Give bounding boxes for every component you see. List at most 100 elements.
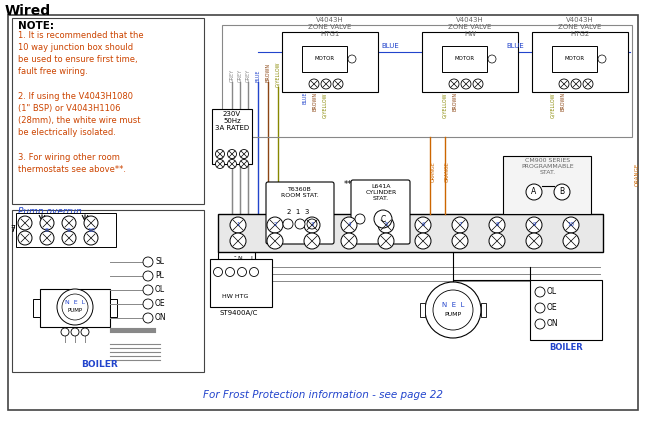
Text: MOTOR: MOTOR xyxy=(565,57,585,62)
Text: G/YELLOW: G/YELLOW xyxy=(276,62,281,87)
Bar xyxy=(222,25,632,137)
Text: ORANGE: ORANGE xyxy=(635,162,639,186)
Circle shape xyxy=(374,210,392,228)
Text: BLUE: BLUE xyxy=(303,92,307,105)
Circle shape xyxy=(304,233,320,249)
Text: MOTOR: MOTOR xyxy=(315,57,335,62)
Circle shape xyxy=(309,79,319,89)
Bar xyxy=(16,213,116,247)
Text: 8: 8 xyxy=(45,227,49,233)
Circle shape xyxy=(415,217,431,233)
Circle shape xyxy=(348,55,356,63)
Bar xyxy=(503,156,591,214)
Circle shape xyxy=(563,217,579,233)
Circle shape xyxy=(295,219,305,229)
Circle shape xyxy=(583,79,593,89)
Bar xyxy=(212,109,252,164)
Circle shape xyxy=(526,217,542,233)
Circle shape xyxy=(526,233,542,249)
Circle shape xyxy=(267,217,283,233)
Circle shape xyxy=(461,79,471,89)
Bar xyxy=(110,299,117,317)
Text: BOILER: BOILER xyxy=(82,360,118,369)
Circle shape xyxy=(228,149,237,159)
Text: 6: 6 xyxy=(421,222,424,227)
Circle shape xyxy=(563,233,579,249)
Circle shape xyxy=(71,328,79,336)
Circle shape xyxy=(143,285,153,295)
Bar xyxy=(218,214,603,252)
Circle shape xyxy=(535,287,545,297)
Text: 2  1  3: 2 1 3 xyxy=(287,209,309,215)
Text: 230V
50Hz
3A RATED: 230V 50Hz 3A RATED xyxy=(215,111,249,131)
Text: 8: 8 xyxy=(495,222,499,227)
Text: MOTOR: MOTOR xyxy=(455,57,475,62)
Text: BROWN: BROWN xyxy=(560,92,565,111)
Circle shape xyxy=(449,79,459,89)
Text: GREY: GREY xyxy=(230,69,234,82)
Bar xyxy=(268,184,332,242)
Text: Pump overrun: Pump overrun xyxy=(18,207,82,216)
Circle shape xyxy=(18,216,32,230)
Text: L641A
CYLINDER
STAT.: L641A CYLINDER STAT. xyxy=(366,184,397,200)
Circle shape xyxy=(415,233,431,249)
FancyBboxPatch shape xyxy=(266,182,334,244)
Text: 9: 9 xyxy=(532,222,536,227)
Circle shape xyxy=(425,282,481,338)
Bar xyxy=(422,32,518,92)
Bar xyxy=(282,32,378,92)
Bar xyxy=(12,18,204,204)
Text: OE: OE xyxy=(155,300,166,308)
Circle shape xyxy=(598,55,606,63)
Text: BROWN: BROWN xyxy=(265,63,270,82)
Text: V4043H
ZONE VALVE
HTG2: V4043H ZONE VALVE HTG2 xyxy=(558,17,602,37)
Text: CM900 SERIES
PROGRAMMABLE
STAT.: CM900 SERIES PROGRAMMABLE STAT. xyxy=(521,158,575,175)
Circle shape xyxy=(535,319,545,329)
Circle shape xyxy=(307,219,317,229)
Text: BLUE: BLUE xyxy=(256,70,261,82)
Text: GREY: GREY xyxy=(245,69,250,82)
Circle shape xyxy=(250,268,259,276)
Circle shape xyxy=(62,231,76,245)
Text: NOTE:: NOTE: xyxy=(18,21,54,31)
FancyBboxPatch shape xyxy=(351,180,410,244)
Text: 4: 4 xyxy=(347,222,351,227)
Circle shape xyxy=(62,216,76,230)
Text: ON: ON xyxy=(155,314,167,322)
Circle shape xyxy=(84,216,98,230)
Circle shape xyxy=(571,79,581,89)
Text: HW HTG: HW HTG xyxy=(222,295,248,300)
Text: BROWN: BROWN xyxy=(452,92,457,111)
Circle shape xyxy=(378,233,394,249)
Text: N  E  L: N E L xyxy=(65,300,85,306)
Text: ST9400A/C: ST9400A/C xyxy=(220,310,258,316)
Circle shape xyxy=(143,257,153,267)
Circle shape xyxy=(84,231,98,245)
Text: V4043H
ZONE VALVE
HW: V4043H ZONE VALVE HW xyxy=(448,17,492,37)
Circle shape xyxy=(61,328,69,336)
Text: L: L xyxy=(250,256,254,261)
Circle shape xyxy=(433,290,473,330)
Text: G/YELLOW: G/YELLOW xyxy=(443,92,448,117)
Circle shape xyxy=(215,160,225,168)
Text: E: E xyxy=(242,154,247,160)
Text: 1: 1 xyxy=(236,222,240,227)
Text: ON: ON xyxy=(547,319,558,328)
Text: G/YELLOW: G/YELLOW xyxy=(551,92,556,117)
Text: 1. It is recommended that the
10 way junction box should
be used to ensure first: 1. It is recommended that the 10 way jun… xyxy=(18,31,144,173)
Text: 10: 10 xyxy=(567,222,575,227)
Bar xyxy=(40,289,110,327)
Text: **: ** xyxy=(344,179,352,189)
Circle shape xyxy=(452,217,468,233)
Circle shape xyxy=(18,231,32,245)
Text: OL: OL xyxy=(155,286,165,295)
Circle shape xyxy=(143,271,153,281)
Bar xyxy=(12,210,204,372)
Text: BROWN: BROWN xyxy=(313,92,318,111)
Circle shape xyxy=(57,289,93,325)
Text: 7: 7 xyxy=(10,225,16,235)
Text: BOILER: BOILER xyxy=(549,343,583,352)
Text: SL: SL xyxy=(155,257,164,267)
Text: 3: 3 xyxy=(311,222,314,227)
Circle shape xyxy=(473,79,483,89)
